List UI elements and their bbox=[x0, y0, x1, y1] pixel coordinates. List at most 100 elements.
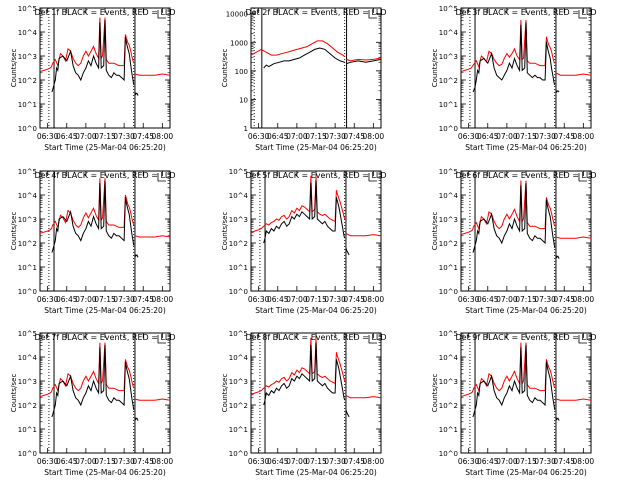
x-tick-label: 07:30 bbox=[324, 132, 346, 141]
x-tick-label: 07:00 bbox=[286, 132, 308, 141]
y-tick-label: 10^3 bbox=[439, 216, 458, 224]
x-tick-label: 07:45 bbox=[343, 457, 365, 466]
y-tick-label: 10^2 bbox=[229, 240, 248, 248]
y-tick-label: 10^1 bbox=[18, 426, 37, 434]
x-tick-label: 06:45 bbox=[477, 295, 499, 304]
y-axis-label: Counts/sec bbox=[10, 374, 18, 413]
x-tick-label: 07:15 bbox=[94, 457, 116, 466]
lld-series-line bbox=[345, 394, 382, 399]
events-series-line bbox=[472, 22, 556, 93]
x-tick-label: 08:00 bbox=[152, 132, 174, 141]
y-tick-label: 10^4 bbox=[18, 354, 38, 362]
y-tick-label: 10^5 bbox=[229, 330, 248, 338]
panel-title: Det 6f BLACK = Events, RED = LLD bbox=[455, 171, 596, 180]
y-tick-label: 10^0 bbox=[18, 125, 37, 133]
corner-bracket bbox=[578, 173, 587, 182]
y-tick-label: 10^5 bbox=[18, 330, 37, 338]
y-tick-label: 1000 bbox=[230, 39, 248, 47]
x-tick-label: 07:15 bbox=[305, 132, 327, 141]
y-tick-label: 10^4 bbox=[439, 29, 459, 37]
events-series-line bbox=[263, 180, 346, 244]
y-tick-label: 10^5 bbox=[18, 5, 37, 13]
corner-bracket bbox=[157, 173, 166, 182]
x-tick-label: 06:45 bbox=[267, 295, 289, 304]
x-tick-label: 07:15 bbox=[94, 132, 116, 141]
x-tick-label: 06:45 bbox=[56, 457, 78, 466]
panel-title: Det 5f BLACK = Events, RED = LLD bbox=[245, 171, 386, 180]
x-tick-label: 06:45 bbox=[477, 132, 499, 141]
y-axis-label: Counts/sec bbox=[10, 212, 18, 251]
y-tick-label: 10^4 bbox=[18, 192, 38, 200]
y-tick-label: 10^1 bbox=[18, 101, 37, 109]
x-tick-label: 07:15 bbox=[305, 457, 327, 466]
y-tick-label: 10^3 bbox=[229, 216, 248, 224]
y-tick-label: 10^3 bbox=[18, 53, 37, 61]
x-tick-label: 07:00 bbox=[75, 295, 97, 304]
x-tick-label: 07:30 bbox=[113, 132, 135, 141]
panel-title: Det 2f BLACK = Events, RED = LLD bbox=[245, 8, 386, 17]
x-axis-label: Start Time (25-Mar-04 06:25:20) bbox=[44, 468, 166, 477]
y-tick-label: 10^1 bbox=[439, 264, 458, 272]
x-tick-label: 08:00 bbox=[363, 457, 385, 466]
y-tick-label: 10^1 bbox=[18, 264, 37, 272]
x-axis-label: Start Time (25-Mar-04 06:25:20) bbox=[465, 143, 587, 152]
y-tick-label: 10 bbox=[239, 96, 248, 104]
events-series-line bbox=[555, 416, 560, 421]
corner-bracket bbox=[157, 335, 166, 344]
y-axis-label: Counts/sec bbox=[431, 374, 439, 413]
y-axis-label: Counts/sec bbox=[221, 49, 229, 88]
y-tick-label: 10^5 bbox=[18, 168, 37, 176]
y-tick-label: 10^4 bbox=[439, 354, 459, 362]
y-tick-label: 10^0 bbox=[229, 450, 248, 458]
x-tick-label: 07:45 bbox=[132, 132, 154, 141]
y-tick-label: 10^5 bbox=[439, 168, 458, 176]
x-tick-label: 07:30 bbox=[534, 457, 556, 466]
lld-series-line bbox=[134, 235, 171, 238]
corner-bracket bbox=[368, 335, 377, 344]
x-tick-label: 07:30 bbox=[324, 295, 346, 304]
panel-title: Det 1f BLACK = Events, RED = LLD bbox=[34, 8, 175, 17]
y-tick-label: 10^2 bbox=[229, 402, 248, 410]
y-tick-label: 10^0 bbox=[439, 450, 458, 458]
x-tick-label: 07:30 bbox=[534, 132, 556, 141]
lld-series-line bbox=[460, 19, 556, 73]
x-tick-label: 07:15 bbox=[515, 295, 537, 304]
y-tick-label: 10^0 bbox=[439, 125, 458, 133]
x-tick-label: 07:00 bbox=[496, 132, 518, 141]
x-tick-label: 06:45 bbox=[56, 132, 78, 141]
lld-series-line bbox=[250, 40, 346, 57]
y-tick-label: 10^1 bbox=[229, 426, 248, 434]
panel-title: Det 8f BLACK = Events, RED = LLD bbox=[245, 333, 386, 342]
y-axis-label: Counts/sec bbox=[221, 212, 229, 251]
y-tick-label: 10^5 bbox=[229, 168, 248, 176]
x-tick-label: 06:30 bbox=[37, 132, 59, 141]
y-tick-label: 10^3 bbox=[229, 378, 248, 386]
x-axis-label: Start Time (25-Mar-04 06:25:20) bbox=[44, 306, 166, 315]
x-axis-label: Start Time (25-Mar-04 06:25:20) bbox=[255, 306, 377, 315]
events-series-line bbox=[263, 47, 345, 69]
x-tick-label: 07:15 bbox=[515, 457, 537, 466]
events-series-line bbox=[555, 254, 560, 259]
y-tick-label: 10^0 bbox=[18, 288, 37, 296]
lld-series-line bbox=[250, 337, 346, 396]
lld-series-line bbox=[555, 72, 592, 76]
corner-bracket bbox=[578, 10, 587, 19]
x-tick-label: 07:45 bbox=[343, 295, 365, 304]
corner-bracket bbox=[157, 10, 166, 19]
x-tick-label: 07:00 bbox=[75, 132, 97, 141]
events-series-line bbox=[134, 253, 139, 258]
x-tick-label: 07:15 bbox=[94, 295, 116, 304]
events-series-line bbox=[472, 344, 556, 418]
y-tick-label: 10^1 bbox=[439, 426, 458, 434]
lld-series-line bbox=[345, 232, 382, 237]
y-tick-label: 10^1 bbox=[229, 264, 248, 272]
y-tick-label: 10^4 bbox=[229, 354, 249, 362]
y-tick-label: 10^1 bbox=[439, 101, 458, 109]
y-tick-label: 10^4 bbox=[18, 29, 38, 37]
y-tick-label: 10^3 bbox=[18, 378, 37, 386]
